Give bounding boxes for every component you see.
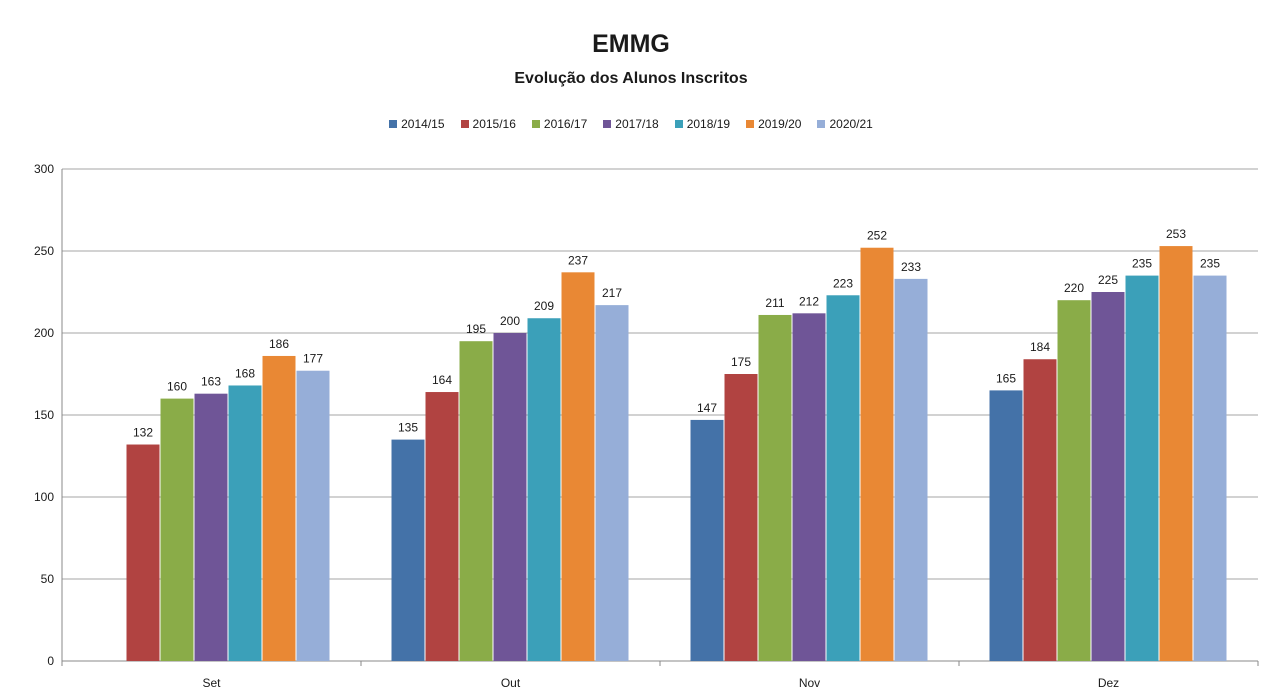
bar [391,439,425,661]
y-tick-label: 0 [47,654,54,668]
data-label: 212 [799,294,819,308]
bar [1193,275,1227,661]
data-label: 195 [466,322,486,336]
bar [1159,246,1193,661]
chart-subtitle: Evolução dos Alunos Inscritos [514,70,748,87]
bar [690,419,724,661]
bar [860,247,894,661]
x-tick-label: Out [501,676,521,690]
bar [595,305,629,661]
legend-item: 2014/15 [389,117,445,131]
bar [194,393,228,661]
x-tick-label: Set [202,676,221,690]
data-label: 223 [833,276,853,290]
data-label: 225 [1098,273,1118,287]
legend-label: 2016/17 [543,117,588,131]
data-label: 237 [568,253,588,267]
legend-label: 2020/21 [829,117,873,131]
data-label: 209 [534,299,554,313]
bar [561,272,595,661]
bar [493,333,527,661]
data-label: 252 [867,229,887,243]
data-label: 168 [235,366,255,380]
legend-item: 2015/16 [460,117,516,131]
data-label: 164 [432,373,452,387]
chart-legend: 2014/15 2015/16 2016/17 2017/18 2018/19 2019/… [0,117,1262,131]
data-label: 200 [500,314,520,328]
legend-swatch [603,120,612,128]
legend-item: 2016/17 [531,117,588,131]
x-tick-label: Dez [1098,676,1119,690]
bar [262,355,296,661]
y-tick-label: 150 [34,408,54,422]
data-label: 132 [133,426,153,440]
data-label: 235 [1132,257,1152,271]
legend-swatch [460,120,469,128]
bar [228,385,262,661]
data-label: 253 [1166,227,1186,241]
bar [296,370,330,661]
x-tick-label: Nov [799,676,820,690]
legend-swatch [746,120,755,128]
data-label: 165 [996,371,1016,385]
bar [894,278,928,661]
legend-label: 2018/19 [686,117,731,131]
bar [425,392,459,661]
legend-swatch [674,120,683,128]
data-label: 186 [269,337,289,351]
bar [1091,292,1125,661]
bar [724,374,758,661]
bar [826,295,860,661]
data-label: 135 [398,421,418,435]
data-label: 233 [901,260,921,274]
y-tick-label: 250 [34,244,54,258]
data-label: 147 [697,401,717,415]
bar [1057,300,1091,661]
y-tick-label: 200 [34,326,54,340]
data-label: 217 [602,286,622,300]
bar [126,444,160,661]
data-label: 235 [1200,257,1220,271]
y-tick-label: 300 [34,162,54,176]
y-tick-label: 100 [34,490,54,504]
data-label: 220 [1064,281,1084,295]
legend-item: 2020/21 [817,117,873,131]
legend-swatch [531,120,540,128]
legend-item: 2019/20 [746,117,801,131]
chart-title: EMMG [592,30,670,58]
legend-label: 2017/18 [615,117,659,131]
data-label: 177 [303,352,323,366]
data-label: 184 [1030,340,1050,354]
data-label: 160 [167,380,187,394]
bar [527,318,561,661]
legend-item: 2017/18 [603,117,659,131]
legend-swatch [817,120,826,128]
bar [989,390,1023,661]
y-tick-label: 50 [41,572,55,586]
legend-swatch [389,120,398,128]
data-label: 163 [201,375,221,389]
bar [758,314,792,661]
bar [160,398,194,661]
legend-item: 2018/19 [674,117,731,131]
data-label: 175 [731,355,751,369]
data-label: 211 [765,296,784,310]
bar [459,341,493,661]
bar [1023,359,1057,661]
legend-label: 2015/16 [472,117,516,131]
legend-label: 2014/15 [401,117,445,131]
legend-label: 2019/20 [758,117,802,131]
bar [792,313,826,661]
bar [1125,275,1159,661]
